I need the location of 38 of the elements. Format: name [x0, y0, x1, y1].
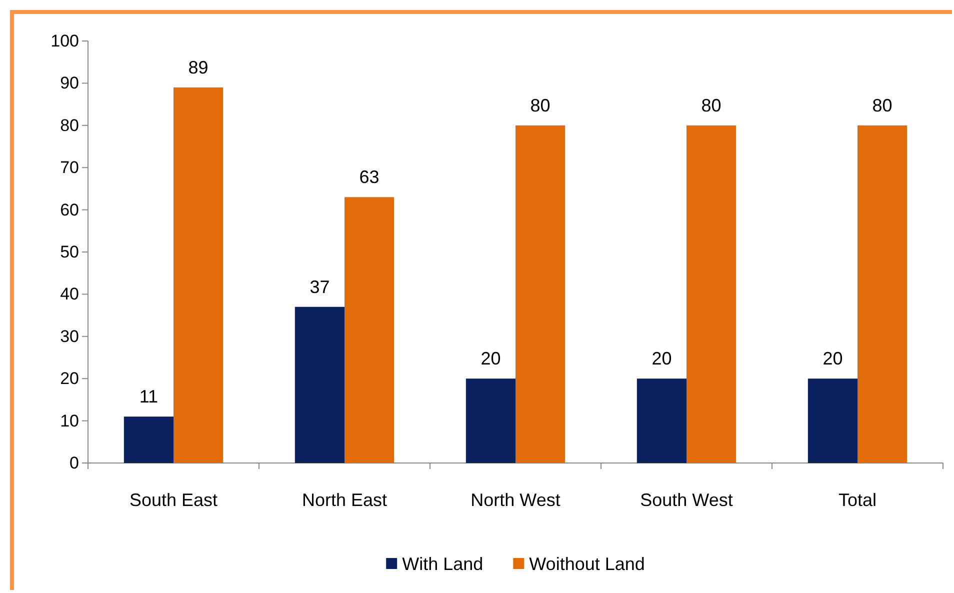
data-label: 63 — [359, 167, 380, 188]
legend-label: Woithout Land — [529, 554, 645, 574]
bar — [294, 306, 344, 463]
data-label: 20 — [480, 348, 501, 369]
y-tick-label: 0 — [70, 453, 79, 472]
bar — [808, 378, 858, 463]
y-tick-label: 20 — [60, 369, 79, 388]
bar — [344, 197, 394, 463]
bar — [858, 125, 908, 463]
data-label: 11 — [139, 386, 158, 407]
bar — [124, 416, 174, 463]
data-label: 80 — [530, 95, 550, 116]
y-tick-label: 60 — [60, 200, 79, 220]
y-tick-label: 70 — [60, 158, 79, 178]
y-tick-label: 100 — [50, 31, 79, 50]
x-tick-label: North East — [302, 490, 388, 510]
bar — [636, 378, 686, 463]
data-label: 80 — [701, 95, 722, 116]
bar — [466, 378, 516, 463]
y-tick-label: 30 — [60, 326, 79, 346]
legend-label: With Land — [402, 554, 484, 574]
x-tick-label: South East — [129, 490, 218, 510]
x-tick-label: South West — [640, 490, 733, 510]
x-tick-label: Total — [838, 490, 877, 510]
data-label: 89 — [188, 57, 208, 78]
bar — [174, 87, 224, 463]
data-label: 80 — [872, 95, 892, 116]
bar — [686, 125, 736, 463]
y-tick-label: 80 — [60, 116, 79, 135]
y-tick-label: 50 — [60, 242, 79, 262]
data-label: 37 — [310, 276, 330, 297]
y-tick-label: 90 — [60, 74, 79, 93]
data-label: 20 — [822, 348, 843, 369]
x-tick-label: North West — [470, 490, 560, 510]
y-tick-label: 10 — [60, 411, 79, 430]
y-tick-label: 40 — [60, 284, 79, 304]
bar — [516, 125, 566, 463]
data-label: 20 — [652, 348, 672, 369]
